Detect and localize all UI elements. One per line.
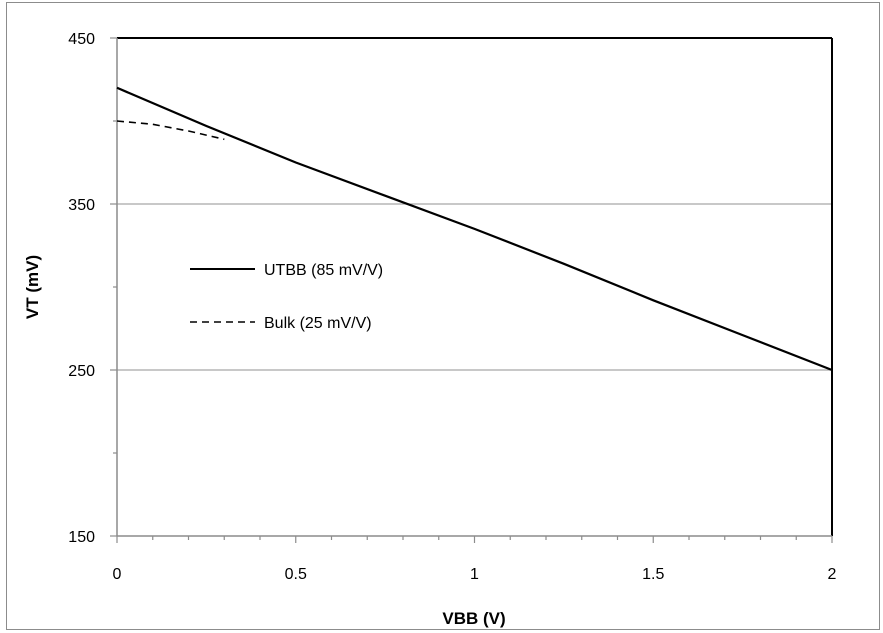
x-tick-label-4: 2 <box>828 566 837 583</box>
x-axis-title: VBB (V) <box>442 609 505 628</box>
series-line-utbb <box>116 86 833 372</box>
series-lines <box>116 86 833 372</box>
tick-labels: 150 250 350 450 0 0.5 1 1.5 2 <box>68 31 836 583</box>
x-tick-label-0: 0 <box>113 566 122 583</box>
legend-label-utbb: UTBB (85 mV/V) <box>264 262 383 279</box>
y-tick-label-450: 450 <box>68 31 95 48</box>
y-tick-label-350: 350 <box>68 197 95 214</box>
y-tick-label-150: 150 <box>68 529 95 546</box>
legend-label-bulk: Bulk (25 mV/V) <box>264 315 372 332</box>
legend: UTBB (85 mV/V) Bulk (25 mV/V) <box>190 262 383 332</box>
y-tick-label-250: 250 <box>68 363 95 380</box>
y-axis-title: VT (mV) <box>23 255 42 319</box>
x-tick-label-3: 1.5 <box>642 566 664 583</box>
gridlines <box>117 203 832 371</box>
series-line-bulk <box>116 120 225 141</box>
chart-frame <box>6 2 880 630</box>
axes <box>110 37 833 543</box>
x-tick-label-1: 0.5 <box>285 566 307 583</box>
x-tick-label-2: 1 <box>470 566 479 583</box>
